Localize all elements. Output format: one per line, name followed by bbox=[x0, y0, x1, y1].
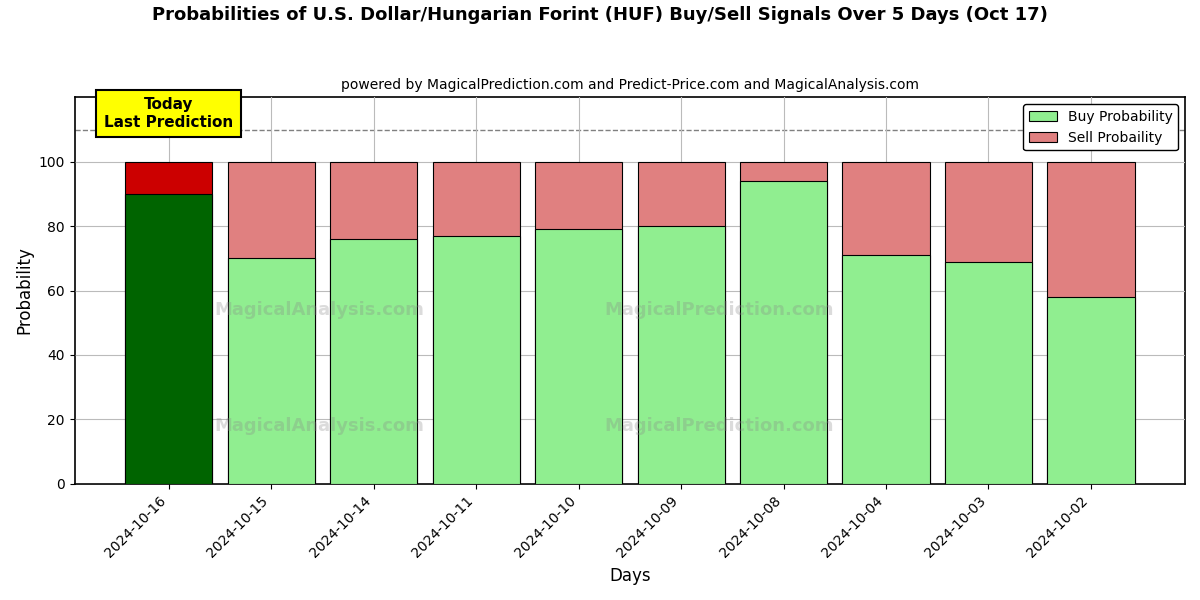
Bar bbox=[125, 194, 212, 484]
Bar bbox=[842, 255, 930, 484]
Text: MagicalPrediction.com: MagicalPrediction.com bbox=[604, 417, 834, 435]
Text: MagicalAnalysis.com: MagicalAnalysis.com bbox=[214, 417, 424, 435]
Bar bbox=[1048, 162, 1134, 484]
Title: powered by MagicalPrediction.com and Predict-Price.com and MagicalAnalysis.com: powered by MagicalPrediction.com and Pre… bbox=[341, 78, 919, 92]
Text: Today
Last Prediction: Today Last Prediction bbox=[104, 97, 233, 130]
Bar bbox=[1048, 297, 1134, 484]
Bar bbox=[535, 162, 622, 484]
Bar bbox=[944, 162, 1032, 484]
Bar bbox=[944, 262, 1032, 484]
Y-axis label: Probability: Probability bbox=[16, 247, 34, 334]
Bar bbox=[740, 181, 827, 484]
Bar bbox=[330, 239, 418, 484]
Bar bbox=[740, 162, 827, 484]
Text: Probabilities of U.S. Dollar/Hungarian Forint (HUF) Buy/Sell Signals Over 5 Days: Probabilities of U.S. Dollar/Hungarian F… bbox=[152, 6, 1048, 24]
Bar bbox=[637, 226, 725, 484]
Bar bbox=[535, 229, 622, 484]
Text: MagicalPrediction.com: MagicalPrediction.com bbox=[604, 301, 834, 319]
Bar bbox=[432, 162, 520, 484]
Bar bbox=[432, 236, 520, 484]
Bar bbox=[125, 162, 212, 484]
Bar bbox=[330, 162, 418, 484]
Bar bbox=[228, 259, 314, 484]
X-axis label: Days: Days bbox=[610, 567, 650, 585]
Bar bbox=[228, 162, 314, 484]
Text: MagicalAnalysis.com: MagicalAnalysis.com bbox=[214, 301, 424, 319]
Legend: Buy Probability, Sell Probaility: Buy Probability, Sell Probaility bbox=[1024, 104, 1178, 151]
Bar bbox=[637, 162, 725, 484]
Bar bbox=[842, 162, 930, 484]
